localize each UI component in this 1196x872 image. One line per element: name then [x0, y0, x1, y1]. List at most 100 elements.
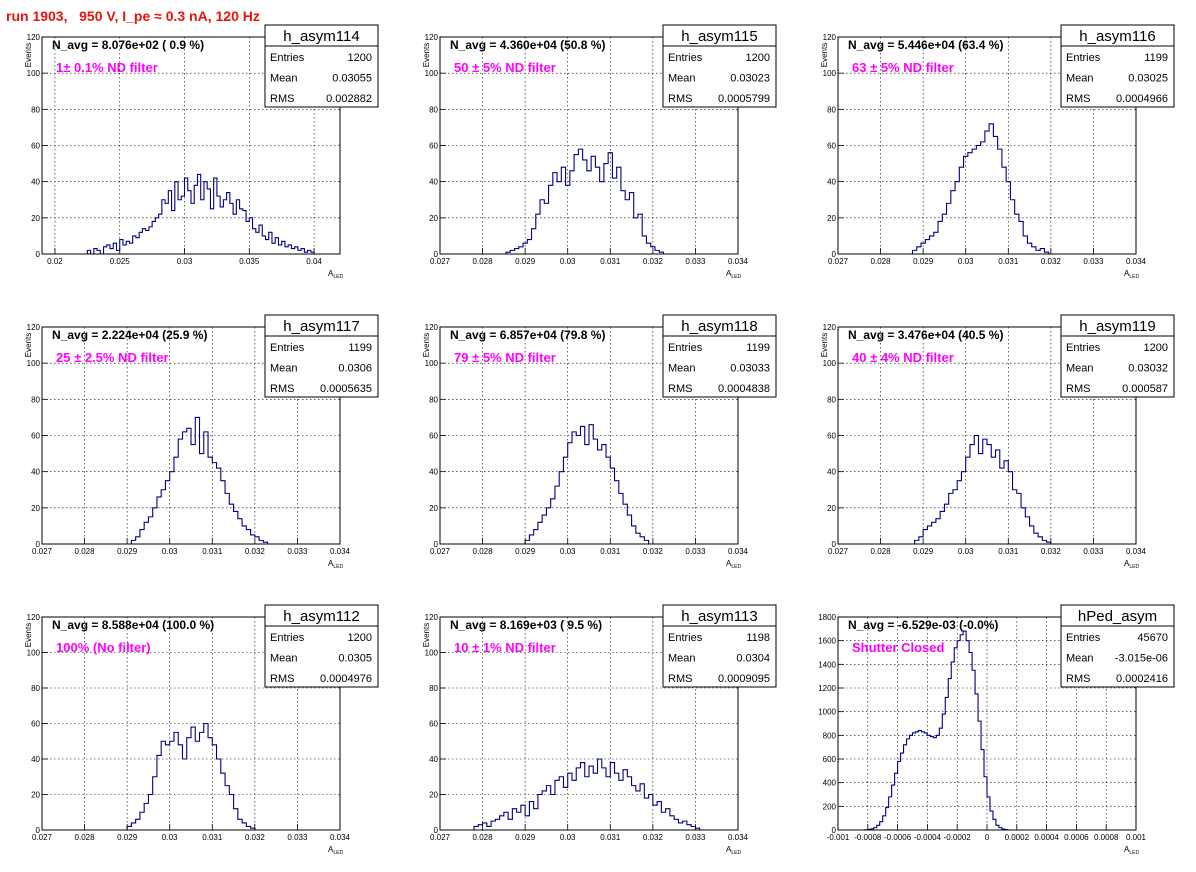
x-tick-label: 0.033	[1083, 257, 1104, 266]
y-tick-label: 80	[31, 684, 40, 693]
x-tick-label: -0.001	[827, 833, 850, 842]
x-tick-label: 0.03	[177, 257, 193, 266]
x-tick-label: 0.0008	[1094, 833, 1119, 842]
y-axis-label: Events	[422, 43, 431, 67]
x-tick-label: 0.032	[643, 547, 664, 556]
y-tick-label: 120	[823, 33, 837, 42]
navg-label: N_avg = -6.529e-03 (-0.0%)	[848, 618, 998, 632]
x-axis-label: ALED	[328, 559, 343, 570]
x-tick-label: 0.027	[430, 257, 451, 266]
x-tick-label: 0.034	[728, 257, 749, 266]
x-tick-label: 0	[985, 833, 990, 842]
x-axis-label: ALED	[1124, 269, 1139, 280]
y-tick-label: 0	[832, 540, 837, 549]
stats-box-title: h_asym117	[283, 318, 359, 335]
y-tick-label: 40	[429, 468, 438, 477]
y-tick-label: 20	[429, 504, 438, 513]
x-tick-label: 0.027	[430, 547, 451, 556]
stats-value-mean: 0.03032	[1128, 363, 1168, 375]
stats-key-mean: Mean	[668, 653, 696, 665]
y-tick-label: 20	[31, 504, 40, 513]
filter-label: 100% (No filter)	[56, 640, 151, 655]
x-tick-label: 0.034	[728, 547, 749, 556]
stats-value-entries: 1200	[348, 632, 372, 644]
stats-value-mean: 0.0305	[338, 653, 372, 665]
stats-value-rms: 0.0004966	[1116, 93, 1168, 105]
x-tick-label: 0.029	[515, 833, 536, 842]
x-tick-label: 0.032	[245, 547, 266, 556]
stats-value-entries: 1199	[1144, 52, 1168, 64]
stats-value-rms: 0.0004976	[320, 673, 372, 685]
x-axis-label-main: A	[328, 269, 334, 278]
histogram-series	[914, 434, 1052, 544]
y-tick-label: 100	[425, 649, 439, 658]
y-axis-label: Events	[820, 43, 829, 67]
x-axis-label-sub: LED	[731, 850, 741, 856]
x-tick-label: 0.032	[1041, 257, 1062, 266]
histogram-panel-7: 0.027 0.028 0.029 0.03 0.031 0.032 0.033 0.034 0…	[24, 604, 379, 856]
stats-box-frame	[264, 24, 379, 108]
stats-value-mean: 0.03025	[1128, 73, 1168, 85]
x-tick-label: 0.029	[913, 547, 934, 556]
stats-box-frame	[662, 604, 777, 688]
y-tick-label: 100	[823, 69, 837, 78]
histogram-panel-2: 0.027 0.028 0.029 0.03 0.031 0.032 0.033 0.034 0…	[422, 24, 777, 280]
navg-label: N_avg = 6.857e+04 (79.8 %)	[450, 328, 605, 342]
navg-label: N_avg = 8.076e+02 ( 0.9 %)	[52, 38, 204, 52]
y-tick-label: 20	[429, 791, 438, 800]
x-axis-label-main: A	[328, 559, 334, 568]
y-axis-label: Events	[422, 623, 431, 647]
y-tick-label: 1600	[818, 637, 836, 646]
stats-box-title: h_asym112	[283, 608, 359, 625]
stats-value-mean: -3.015e-06	[1115, 653, 1168, 665]
x-tick-label: 0.033	[685, 833, 706, 842]
y-tick-label: 40	[31, 178, 40, 187]
histogram-panel-9: -0.001 -0.0008 -0.0006 -0.0004 -0.0002 0 0.000…	[818, 604, 1175, 856]
y-tick-label: 60	[31, 720, 40, 729]
y-tick-label: 1800	[818, 613, 836, 622]
navg-label: N_avg = 3.476e+04 (40.5 %)	[848, 328, 1003, 342]
x-tick-label: 0.03	[958, 547, 974, 556]
y-tick-label: 20	[31, 214, 40, 223]
x-axis-label-main: A	[1124, 845, 1130, 854]
y-tick-label: 60	[827, 432, 836, 441]
stats-key-entries: Entries	[1066, 52, 1101, 64]
y-tick-label: 40	[429, 178, 438, 187]
stats-key-mean: Mean	[1066, 363, 1094, 375]
stats-box-frame	[1060, 604, 1175, 688]
x-tick-label: 0.034	[1126, 257, 1147, 266]
stats-box-title: h_asym113	[681, 608, 757, 625]
x-tick-label: 0.027	[430, 833, 451, 842]
stats-value-entries: 1198	[746, 632, 770, 644]
stats-key-entries: Entries	[668, 342, 703, 354]
x-tick-label: 0.027	[828, 257, 849, 266]
x-tick-label: 0.0004	[1034, 833, 1059, 842]
x-tick-label: 0.02	[47, 257, 63, 266]
stats-box: h_asym117 Entries 1199 Mean 0.0306 RMS 0.00056…	[264, 314, 379, 398]
x-tick-label: 0.028	[75, 833, 96, 842]
histogram-series	[524, 424, 650, 544]
stats-key-entries: Entries	[668, 632, 703, 644]
stats-key-rms: RMS	[668, 93, 692, 105]
stats-box-title: h_asym114	[283, 28, 359, 45]
y-tick-label: 40	[31, 755, 40, 764]
y-tick-label: 80	[827, 395, 836, 404]
y-tick-label: 120	[27, 613, 41, 622]
y-tick-label: 80	[429, 395, 438, 404]
x-axis-label: ALED	[328, 269, 343, 280]
y-tick-label: 60	[31, 142, 40, 151]
x-axis-label-sub: LED	[1129, 564, 1139, 570]
stats-key-mean: Mean	[1066, 73, 1094, 85]
stats-key-rms: RMS	[270, 383, 294, 395]
stats-key-mean: Mean	[270, 363, 298, 375]
y-tick-label: 20	[31, 791, 40, 800]
navg-label: N_avg = 8.588e+04 (100.0 %)	[52, 618, 214, 632]
y-tick-label: 120	[425, 323, 439, 332]
x-tick-label: 0.028	[473, 833, 494, 842]
stats-key-rms: RMS	[1066, 383, 1090, 395]
stats-key-rms: RMS	[668, 673, 692, 685]
stats-key-mean: Mean	[668, 73, 696, 85]
stats-value-entries: 45670	[1137, 632, 1168, 644]
stats-box-title: h_asym115	[681, 28, 757, 45]
histogram-panel-6: 0.027 0.028 0.029 0.03 0.031 0.032 0.033 0.034 0…	[820, 314, 1175, 570]
